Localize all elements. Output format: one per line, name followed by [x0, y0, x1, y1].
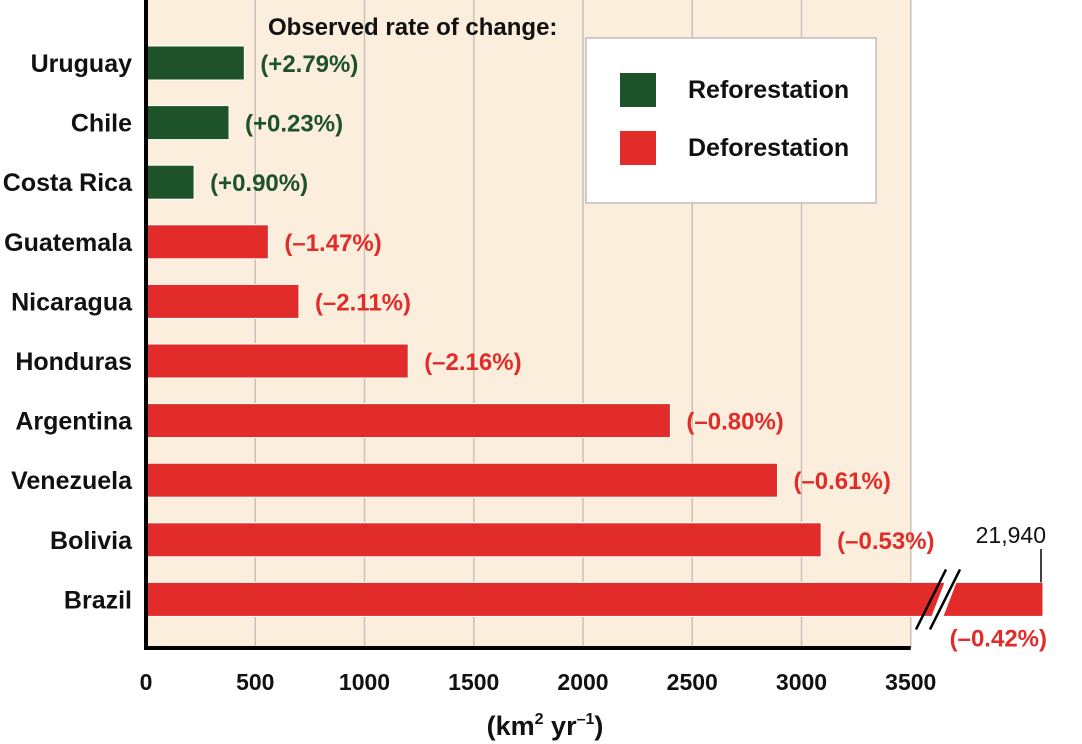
rate-label-brazil: (–0.42%)	[950, 625, 1047, 652]
bar-brazil	[145, 581, 1044, 617]
x-axis-label-main: (km	[487, 711, 535, 741]
rate-label-argentina: (–0.80%)	[686, 409, 783, 436]
rate-label-bolivia: (–0.53%)	[837, 528, 934, 555]
bar-nicaragua	[145, 283, 300, 319]
rate-label-nicaragua: (–2.11%)	[315, 289, 411, 316]
legend: Reforestation Deforestation	[585, 37, 877, 204]
rate-labels: (+2.79%) (+0.23%) (+0.90%) (–1.47%) (–2.11%)…	[210, 51, 1047, 652]
break-slash-1	[914, 568, 948, 630]
x-axis-label-middle: yr	[544, 711, 578, 741]
bar-honduras	[145, 343, 409, 379]
category-label-nicaragua: Nicaragua	[11, 288, 133, 316]
legend-box	[585, 37, 877, 204]
x-tick-2500: 2500	[667, 669, 718, 695]
bar-argentina	[145, 403, 671, 439]
bar-uruguay	[145, 45, 245, 81]
x-tick-3000: 3000	[776, 669, 827, 695]
category-label-argentina: Argentina	[15, 408, 133, 436]
bar-venezuela	[145, 462, 778, 498]
category-label-costa-rica: Costa Rica	[3, 169, 133, 197]
x-tick-0: 0	[140, 669, 153, 695]
axis-break-mark	[914, 568, 962, 630]
rate-label-honduras: (–2.16%)	[424, 349, 521, 376]
brazil-value-label: 21,940	[976, 522, 1046, 548]
x-tick-1000: 1000	[339, 669, 390, 695]
category-label-honduras: Honduras	[15, 348, 132, 376]
brazil-value-callout: 21,940	[976, 522, 1046, 583]
x-tick-500: 500	[236, 669, 274, 695]
x-axis-label-end: )	[594, 711, 603, 741]
bar-chile	[145, 105, 230, 141]
bar-bolivia	[145, 522, 822, 558]
x-axis-label: (km2 yr–1)	[487, 711, 604, 741]
category-label-brazil: Brazil	[64, 586, 132, 614]
legend-label-deforestation: Deforestation	[688, 134, 849, 162]
x-tick-labels: 0 500 1000 1500 2000 2500 3000 3500	[140, 669, 937, 695]
legend-swatch-reforestation	[620, 73, 656, 107]
bar-guatemala	[145, 224, 269, 260]
x-tick-1500: 1500	[448, 669, 499, 695]
category-label-bolivia: Bolivia	[50, 527, 133, 555]
legend-label-reforestation: Reforestation	[688, 76, 849, 104]
rate-label-costa-rica: (+0.90%)	[210, 170, 308, 197]
bar-costa-rica	[145, 164, 195, 200]
category-label-guatemala: Guatemala	[4, 229, 133, 257]
rate-annotation-title: Observed rate of change:	[268, 14, 557, 41]
category-label-chile: Chile	[71, 110, 132, 138]
rate-label-guatemala: (–1.47%)	[284, 230, 381, 257]
x-axis-label-superscript-2: –1	[577, 711, 595, 728]
category-labels: Uruguay Chile Costa Rica Guatemala Nicaragua…	[3, 50, 133, 614]
break-slash-2	[928, 568, 962, 630]
bars	[145, 45, 1044, 617]
legend-swatch-deforestation	[620, 131, 656, 165]
x-tick-2000: 2000	[557, 669, 608, 695]
rate-label-chile: (+0.23%)	[245, 111, 343, 138]
rate-label-venezuela: (–0.61%)	[793, 468, 890, 495]
x-tick-3500: 3500	[885, 669, 936, 695]
x-axis-label-superscript-1: 2	[535, 711, 544, 728]
category-label-uruguay: Uruguay	[31, 50, 133, 78]
rate-label-uruguay: (+2.79%)	[260, 51, 358, 78]
category-label-venezuela: Venezuela	[11, 467, 133, 495]
